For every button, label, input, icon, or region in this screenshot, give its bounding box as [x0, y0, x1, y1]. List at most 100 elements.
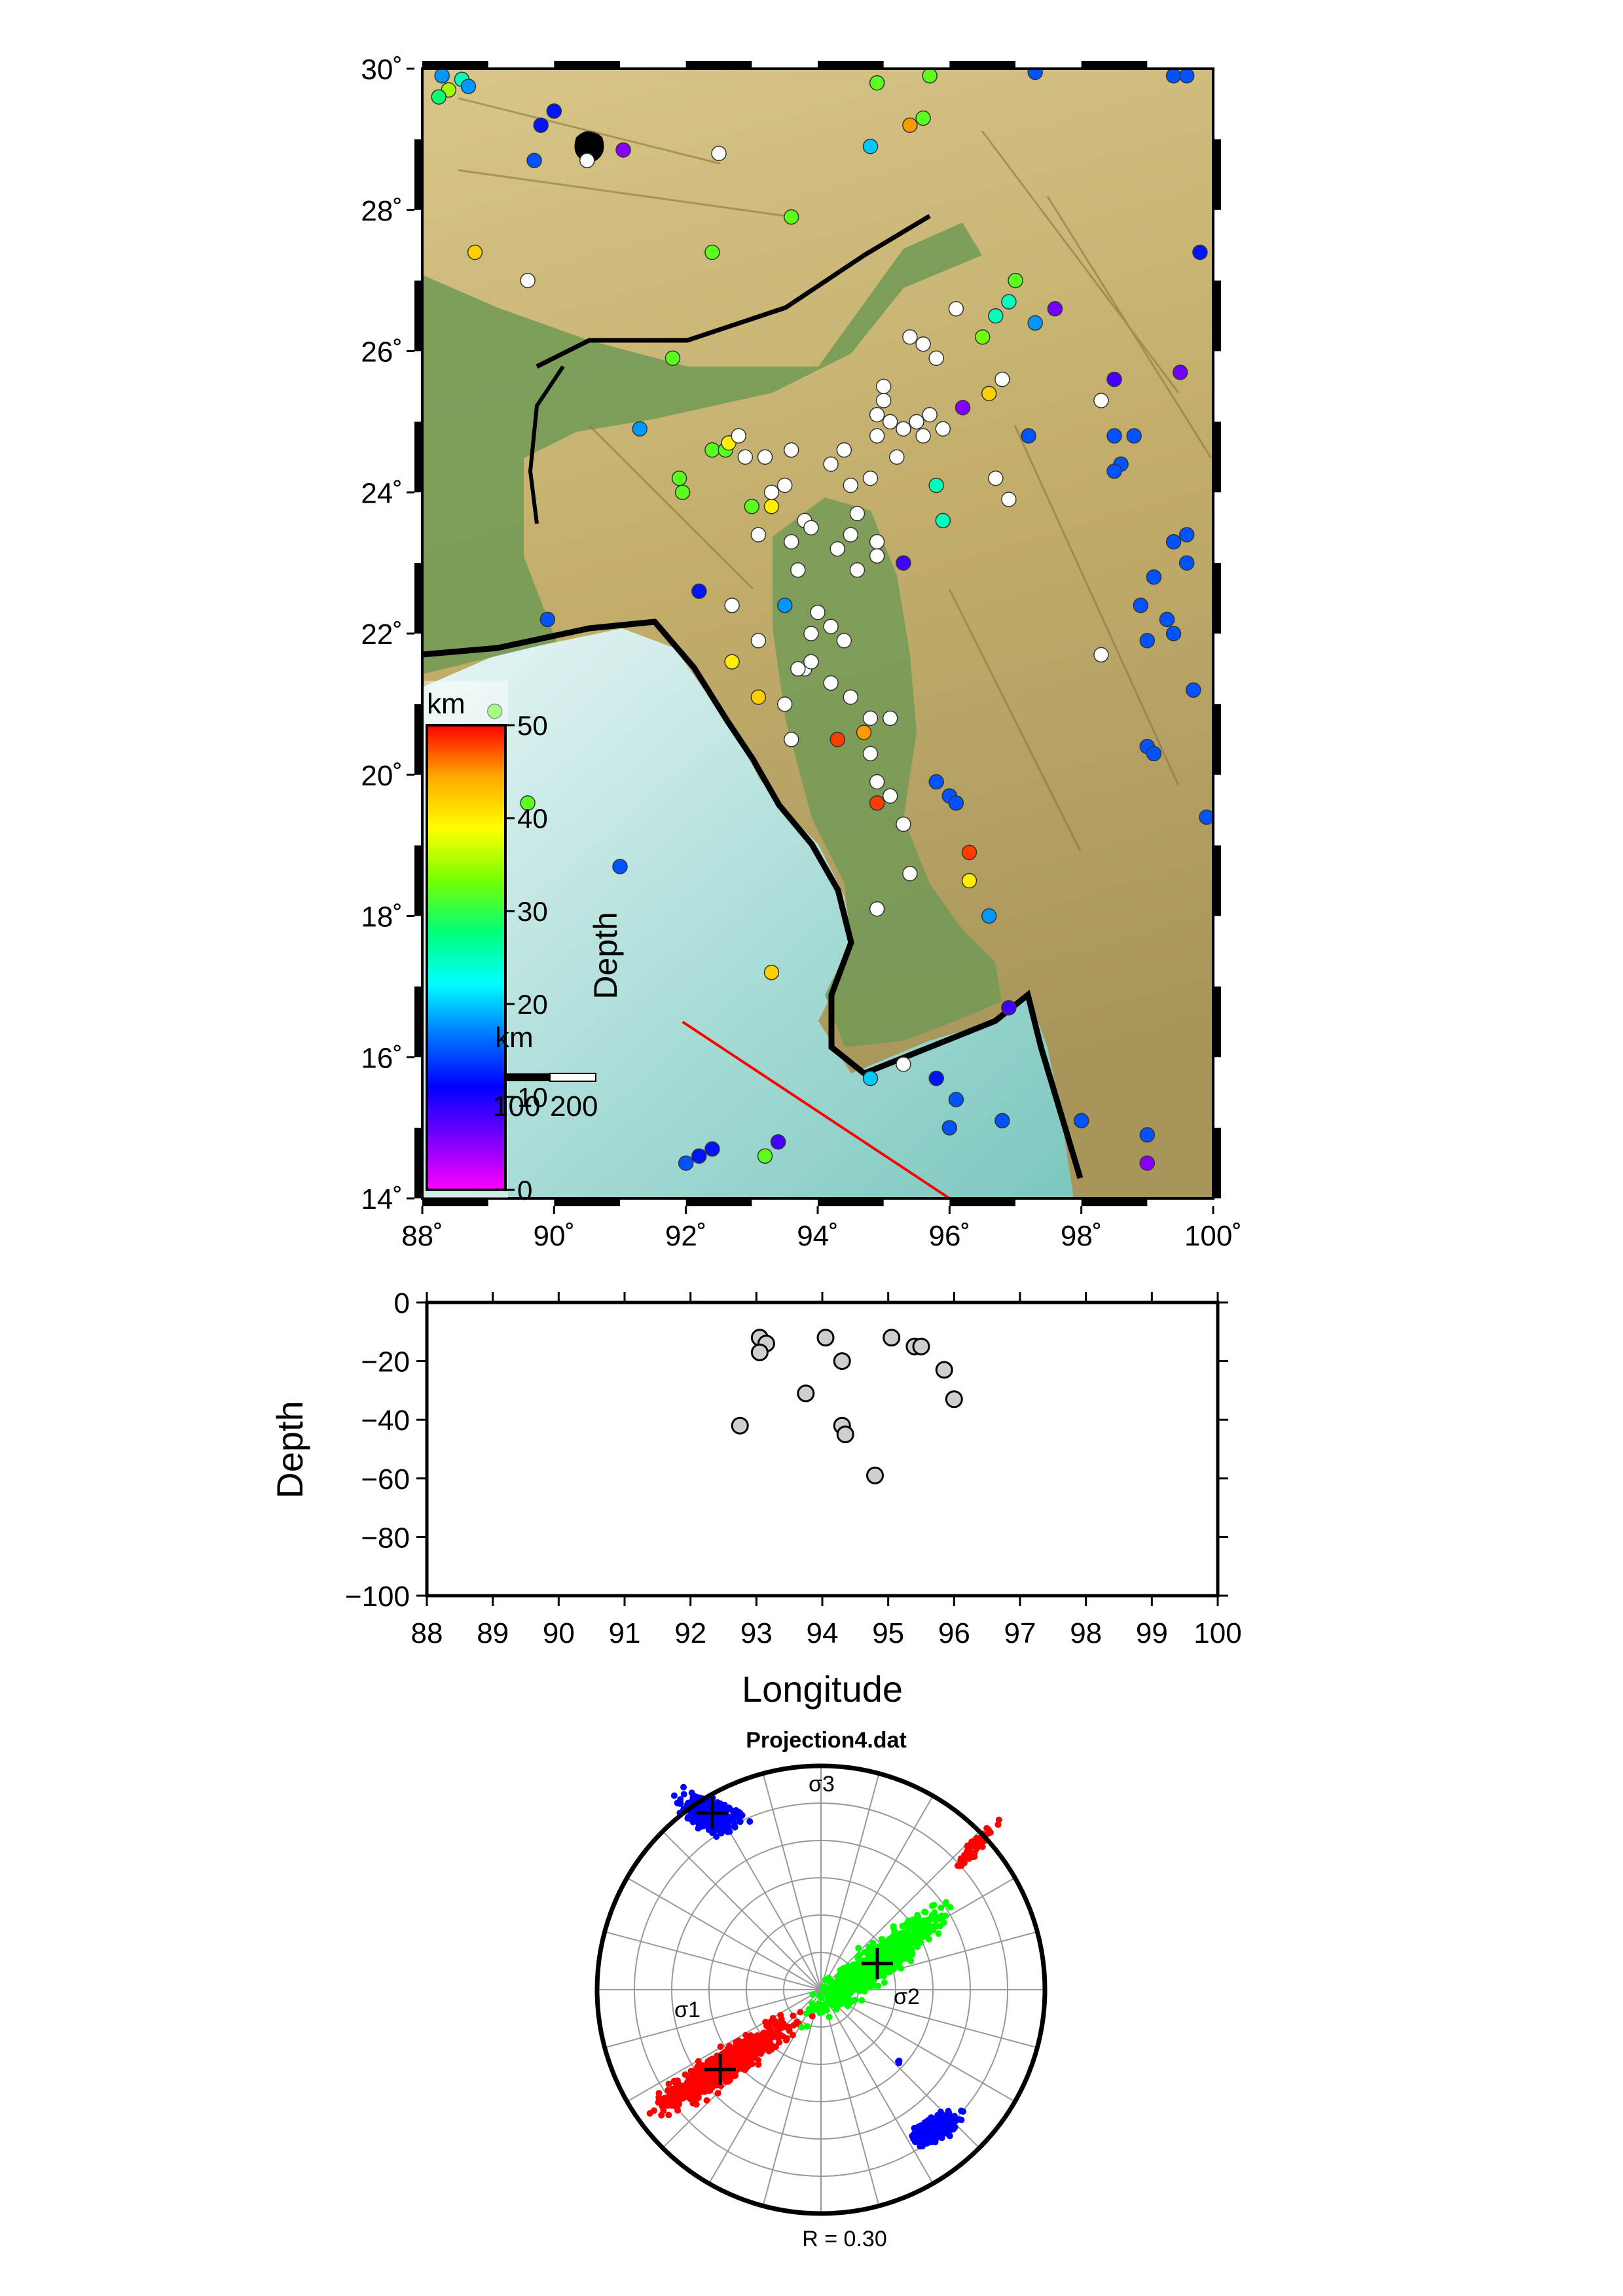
- profile-x-tick-label: 90: [543, 1617, 575, 1649]
- map-event: [776, 696, 793, 712]
- map-event: [896, 1056, 911, 1072]
- sigma2-cloud-point: [930, 1901, 938, 1909]
- sigma3-cloud-lower-point: [924, 2117, 932, 2124]
- sigma3-cloud-upper-point: [687, 1816, 695, 1823]
- map-event: [1001, 492, 1017, 507]
- map-event: [981, 386, 997, 401]
- map-x-tick-label: 88˚: [401, 1220, 443, 1252]
- frame-bar-top: [1081, 61, 1148, 69]
- sigma3-cloud-lower-point: [947, 2120, 954, 2127]
- sigma3-cloud-lower-point: [958, 2117, 965, 2123]
- map-event: [856, 725, 872, 740]
- map-event: [928, 1070, 944, 1086]
- profile-y-tick-label: −80: [361, 1522, 410, 1554]
- map-event: [526, 152, 542, 168]
- sigma1-cloud-point: [689, 2087, 696, 2094]
- map-x-tick-label: 94˚: [797, 1220, 839, 1252]
- sigma3-cloud-lower-point: [924, 2127, 932, 2134]
- profile-point: [816, 1329, 835, 1347]
- sigma2-cloud-point: [912, 1935, 919, 1943]
- frame-bar-bottom: [1081, 1198, 1148, 1206]
- colorbar-tick-label: 20: [517, 989, 548, 1020]
- map-event: [750, 527, 767, 543]
- sigma1-cloud-tail-point: [954, 1862, 961, 1869]
- map-event: [803, 520, 819, 535]
- frame-bar-right: [1213, 1128, 1221, 1198]
- map-event: [731, 428, 746, 444]
- map-event: [1106, 428, 1122, 444]
- sigma2-cloud-point: [809, 1991, 816, 1998]
- map-event: [875, 378, 892, 395]
- frame-bar-bottom: [422, 1198, 488, 1206]
- sigma1-cloud-point: [790, 2012, 797, 2019]
- sigma3-cloud-upper-point: [705, 1826, 712, 1833]
- colorbar-unit: km: [427, 688, 465, 720]
- sigma1-cloud-tail-point: [973, 1835, 980, 1842]
- map-event: [1186, 682, 1201, 698]
- sigma2-cloud-point: [881, 1979, 888, 1986]
- sigma3-cloud-upper-point: [689, 1794, 697, 1801]
- sigma1-cloud-point: [655, 2090, 663, 2097]
- sigma3-cloud-stray-point: [895, 2058, 902, 2065]
- sigma1-cloud-point: [646, 2110, 653, 2117]
- map-event: [671, 470, 687, 486]
- sigma3-cloud-upper-point: [731, 1812, 739, 1819]
- profile-y-tick-label: 0: [394, 1287, 410, 1319]
- map-panel: 88˚ 90˚ 92˚ 94˚ 96˚ 98˚ 100˚ 14˚ 16˚ 18˚ 20˚ 22˚ 24…: [361, 54, 1242, 1252]
- map-y-tick-label: 18˚: [361, 901, 403, 933]
- map-event: [783, 534, 799, 550]
- sigma1-cloud-point: [747, 2032, 754, 2039]
- sigma1-cloud-point: [721, 2061, 727, 2068]
- colorbar-tick-label: 10: [517, 1082, 548, 1113]
- sigma2-cloud-point: [897, 1933, 904, 1940]
- map-event: [1021, 428, 1036, 444]
- map-event: [922, 406, 938, 423]
- map-event: [941, 1120, 958, 1136]
- colorbar-ticks: 0 10 20 30 40 50: [505, 710, 548, 1206]
- map-event: [757, 1148, 773, 1164]
- map-event: [935, 421, 951, 437]
- frame-bar-right: [1213, 704, 1221, 775]
- profile-point: [731, 1416, 749, 1435]
- sigma2-cloud-point: [892, 1938, 899, 1945]
- map-event: [744, 499, 760, 514]
- sigma2-cloud-point: [862, 1974, 869, 1981]
- profile-point: [935, 1361, 953, 1379]
- sigma1-cloud-point: [755, 2056, 761, 2064]
- map-event: [1126, 428, 1142, 444]
- frame-bar-top: [685, 61, 752, 69]
- map-event: [843, 527, 859, 543]
- map-y-tick-label: 28˚: [361, 195, 403, 227]
- sigma2-cloud-point: [895, 1946, 902, 1953]
- map-event: [1178, 69, 1195, 84]
- map-event: [691, 1148, 707, 1164]
- map-y-tick-label: 22˚: [361, 619, 403, 651]
- sigma3-cloud-upper-point: [725, 1804, 733, 1811]
- map-event: [830, 541, 845, 557]
- map-event: [783, 209, 799, 225]
- profile-x-tick-label: 100: [1194, 1617, 1241, 1649]
- sigma1-cloud-point: [714, 2090, 721, 2097]
- sigma3-label: σ3: [809, 1772, 835, 1797]
- sigma2-cloud-point: [901, 1945, 908, 1952]
- river: [536, 213, 931, 369]
- map-event: [486, 703, 503, 719]
- map-y-tick-label: 16˚: [361, 1042, 403, 1074]
- stereonet-outline: [594, 1763, 1048, 2216]
- sigma3-cloud-lower-point: [932, 2117, 939, 2125]
- sigma3-cloud-lower-point: [924, 2134, 932, 2142]
- map-event: [961, 872, 977, 889]
- sigma1-cloud-tail-point: [979, 1843, 986, 1850]
- profile-y-tick-label: −40: [361, 1405, 410, 1437]
- colorbar-bar: [426, 724, 507, 1191]
- sigma1-label: σ1: [674, 1998, 701, 2022]
- profile-x-tick-label: 88: [411, 1617, 443, 1649]
- profile-point: [833, 1352, 851, 1371]
- sigma2-cloud-point: [815, 2000, 822, 2007]
- map-event: [704, 244, 720, 260]
- frame-bar-right: [1213, 139, 1221, 210]
- map-event: [988, 470, 1004, 486]
- map-event: [678, 1155, 694, 1171]
- sigma1-cloud-tail-point: [969, 1840, 976, 1846]
- map-event: [869, 795, 885, 811]
